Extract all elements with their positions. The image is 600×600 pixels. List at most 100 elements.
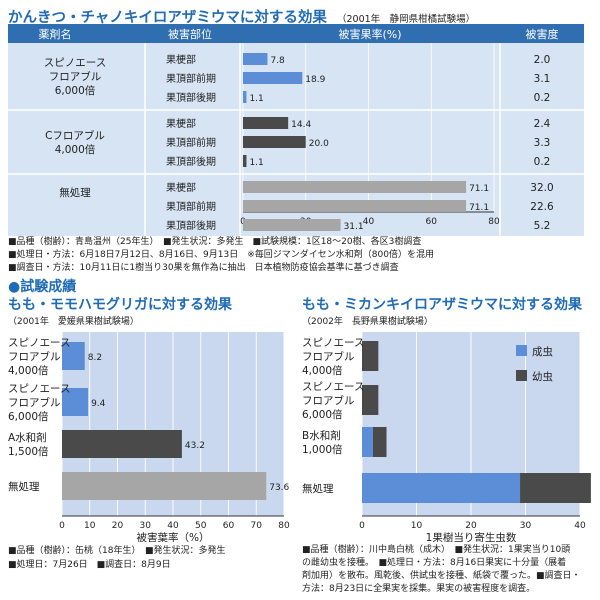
- right-x-label: 1果樹当り寄生虫数: [426, 531, 517, 542]
- left-value-label: 9.4: [91, 399, 106, 409]
- top-bar: [243, 136, 306, 148]
- legend-label: 幼虫: [532, 370, 553, 383]
- top-degree-value: 0.2: [534, 156, 551, 168]
- header-degree: 被害度: [526, 27, 559, 41]
- top-degree-value: 22.6: [530, 201, 554, 213]
- top-part-label: 果梗部: [166, 53, 196, 66]
- header-part: 被害部位: [168, 27, 212, 41]
- top-part-label: 果頂部前期: [166, 136, 216, 149]
- top-bar: [243, 181, 467, 193]
- left-x-tick: 70: [251, 521, 263, 531]
- top-value-label: 1.1: [249, 158, 263, 168]
- left-x-tick: 30: [140, 521, 152, 531]
- left-bar: [62, 342, 85, 370]
- top-part-label: 果頂部後期: [166, 91, 216, 104]
- top-degree-value: 5.2: [534, 220, 551, 232]
- top-bar: [243, 219, 341, 231]
- top-notes: ■品種（樹齢）：青島温州（25年生） ■発生状況：多発生 ■試験規模：1区18～…: [8, 236, 434, 275]
- left-category-label: 無処理: [8, 480, 40, 493]
- top-value-label: 31.1: [344, 222, 364, 232]
- right-category-label: 1,000倍: [302, 443, 343, 456]
- left-value-label: 43.2: [185, 441, 205, 451]
- top-agent-label: 無処理: [59, 186, 91, 199]
- right-category-label: スピノエース: [302, 381, 364, 393]
- top-value-label: 71.1: [469, 184, 489, 194]
- top-degree-value: 32.0: [530, 182, 553, 194]
- right-category-label: 6,000倍: [302, 408, 343, 421]
- right-category-label: フロアブル: [302, 350, 355, 363]
- top-bar: [243, 155, 247, 167]
- right-x-tick: 20: [465, 521, 477, 531]
- right-category-label: 4,000倍: [302, 364, 343, 377]
- top-degree-value: 2.4: [534, 118, 551, 130]
- left-category-label: 1,500倍: [8, 445, 49, 458]
- top-part-label: 果頂部前期: [166, 200, 216, 213]
- right-x-tick: 30: [520, 521, 532, 531]
- top-part-label: 果頂部前期: [166, 72, 216, 85]
- header-agent: 薬剤名: [39, 27, 72, 41]
- legend-swatch: [516, 370, 527, 381]
- top-degree-value: 0.2: [534, 92, 551, 104]
- top-chart-title: かんきつ・チャノキイロアザミウマに対する効果: [8, 10, 327, 26]
- right-bar-segment: [362, 473, 521, 503]
- right-notes: ■品種（樹齢）：川中島白桃（成木） ■発生状況：1果実当り10頭 の雌幼虫を接種…: [302, 544, 581, 596]
- top-degree-value: 3.3: [534, 137, 551, 149]
- right-bar-segment: [362, 385, 379, 415]
- top-value-label: 71.1: [469, 203, 489, 213]
- top-value-label: 18.9: [305, 75, 325, 85]
- top-agent-label: 6,000倍: [55, 84, 96, 97]
- left-x-tick: 20: [112, 521, 124, 531]
- left-bar: [62, 388, 89, 416]
- right-note-3: 剤加用）を散布。風乾後、供試虫を接種、紙袋で覆った。■調査日・: [302, 571, 581, 581]
- left-category-label: A水和剤: [8, 431, 47, 444]
- top-table-chart: 薬剤名 被害部位 被害果率(%) 被害度 020406080スピノエースフロアブ…: [8, 24, 584, 236]
- left-value-label: 73.6: [269, 483, 289, 493]
- top-value-label: 14.4: [291, 120, 311, 130]
- left-chart-title: もも・モモハモグリガに対する効果: [8, 297, 232, 313]
- top-part-label: 果梗部: [166, 181, 196, 194]
- legend-label: 成虫: [532, 346, 553, 358]
- top-bar: [243, 72, 303, 84]
- top-note-1: ■品種（樹齢）：青島温州（25年生） ■発生状況：多発生 ■試験規模：1区18～…: [8, 237, 422, 247]
- top-agent-label: 4,000倍: [55, 143, 96, 156]
- top-agent-label: Cフロアブル: [45, 129, 105, 142]
- table-header-bar: [8, 24, 584, 43]
- left-x-tick: 10: [84, 521, 96, 531]
- top-x-tick: 60: [426, 217, 438, 227]
- top-degree-value: 2.0: [534, 54, 551, 66]
- top-part-label: 果頂部後期: [166, 219, 216, 232]
- left-category-label: 6,000倍: [8, 410, 49, 423]
- top-x-tick: 40: [363, 217, 375, 227]
- top-part-label: 果頂部後期: [166, 155, 216, 168]
- right-bar-segment: [362, 341, 379, 371]
- right-x-tick: 40: [574, 521, 586, 531]
- left-notes: ■品種（樹齢）：缶桃（18年生） ■発生状況：多発生 ■処理日：7月26日 ■調…: [8, 544, 225, 572]
- top-part-label: 果梗部: [166, 117, 196, 130]
- left-x-tick: 0: [59, 521, 65, 531]
- left-x-tick: 40: [167, 521, 179, 531]
- left-bar: [62, 472, 267, 500]
- top-bar: [243, 200, 467, 212]
- top-value-label: 1.1: [249, 94, 263, 104]
- left-x-tick: 60: [223, 521, 235, 531]
- left-bar: [62, 430, 182, 458]
- legend-swatch: [516, 345, 527, 356]
- header-rate: 被害果率(%): [338, 27, 401, 41]
- left-x-tick: 80: [278, 521, 290, 531]
- left-bar-chart: 0 10 20 30 40 50 60 70 808.2スピノエースフロアブル4,000倍9.4…: [8, 332, 290, 542]
- right-bar-segment: [520, 473, 591, 503]
- top-value-label: 7.8: [270, 56, 285, 66]
- left-category-label: スピノエース: [8, 337, 70, 349]
- top-chart-source: （2001年 静岡県柑橘試験場）: [337, 14, 476, 25]
- left-category-label: フロアブル: [8, 350, 61, 363]
- left-x-label: 被害葉率（%）: [137, 531, 210, 542]
- right-category-label: スピノエース: [302, 337, 364, 349]
- right-stacked-bar-chart: 0 10 20 30 40スピノエースフロアブル4,000倍スピノエースフロアブル6,0…: [302, 332, 591, 542]
- top-value-label: 20.0: [309, 139, 329, 149]
- left-note-2: ■処理日：7月26日 ■調査日：8月9日: [8, 560, 171, 570]
- top-bar: [243, 117, 289, 129]
- results-heading: ●試験成績: [8, 279, 77, 295]
- left-category-label: フロアブル: [8, 396, 61, 409]
- right-category-label: B水和剤: [302, 429, 341, 442]
- right-note-4: 方法：8月23日に全果実を採集。果実の被害程度を調査。: [302, 584, 536, 594]
